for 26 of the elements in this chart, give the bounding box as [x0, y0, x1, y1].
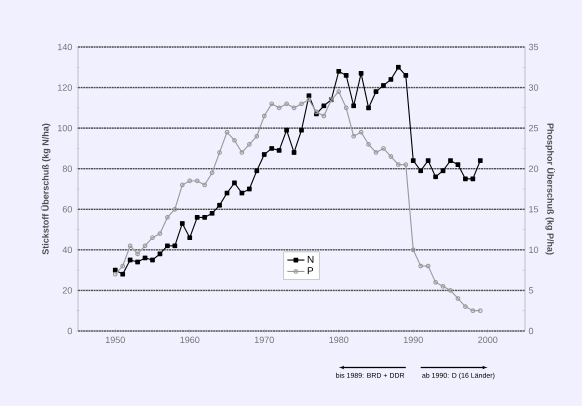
- y-tick-label: 40: [62, 246, 72, 254]
- y2-tick-label: 15: [529, 206, 538, 212]
- y2-tick-label: 35: [528, 44, 538, 50]
- y-tick-label: 60: [62, 206, 72, 212]
- x-tick-label: 1990: [404, 336, 423, 344]
- legend-label: N: [308, 256, 314, 263]
- y2-tick-label: 30: [528, 84, 538, 91]
- x-tick-label: 1980: [329, 336, 348, 344]
- y2-tick-label: 5: [528, 287, 534, 294]
- y-tick-label: 120: [58, 84, 72, 91]
- x-tick-label: 1950: [106, 336, 125, 344]
- y2-tick-label: 25: [528, 124, 538, 132]
- y2-tick-label: 0: [528, 328, 534, 334]
- y-axis-title: Stickstoff Überschuß (kg N/ha): [40, 124, 50, 254]
- y-tick-label: 0: [68, 328, 72, 334]
- x-tick-label: 1960: [180, 336, 200, 344]
- y2-tick-label: 20: [528, 166, 538, 172]
- x-tick-label: 2000: [478, 336, 498, 344]
- y-tick-label: 80: [62, 166, 72, 172]
- x-tick-label: 1970: [254, 336, 274, 344]
- y2-axis-title: Phosphor Überschuß (kg P/ha): [545, 124, 555, 255]
- legend-label: P: [308, 267, 314, 274]
- y2-tick-label: 10: [529, 246, 538, 254]
- y-tick-label: 140: [58, 44, 72, 50]
- y-tick-label: 20: [62, 287, 72, 294]
- y-tick-label: 100: [58, 124, 72, 132]
